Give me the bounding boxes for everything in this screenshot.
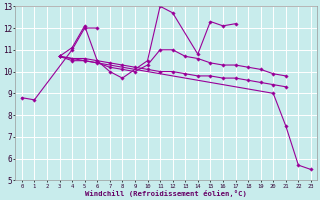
X-axis label: Windchill (Refroidissement éolien,°C): Windchill (Refroidissement éolien,°C)	[85, 190, 247, 197]
